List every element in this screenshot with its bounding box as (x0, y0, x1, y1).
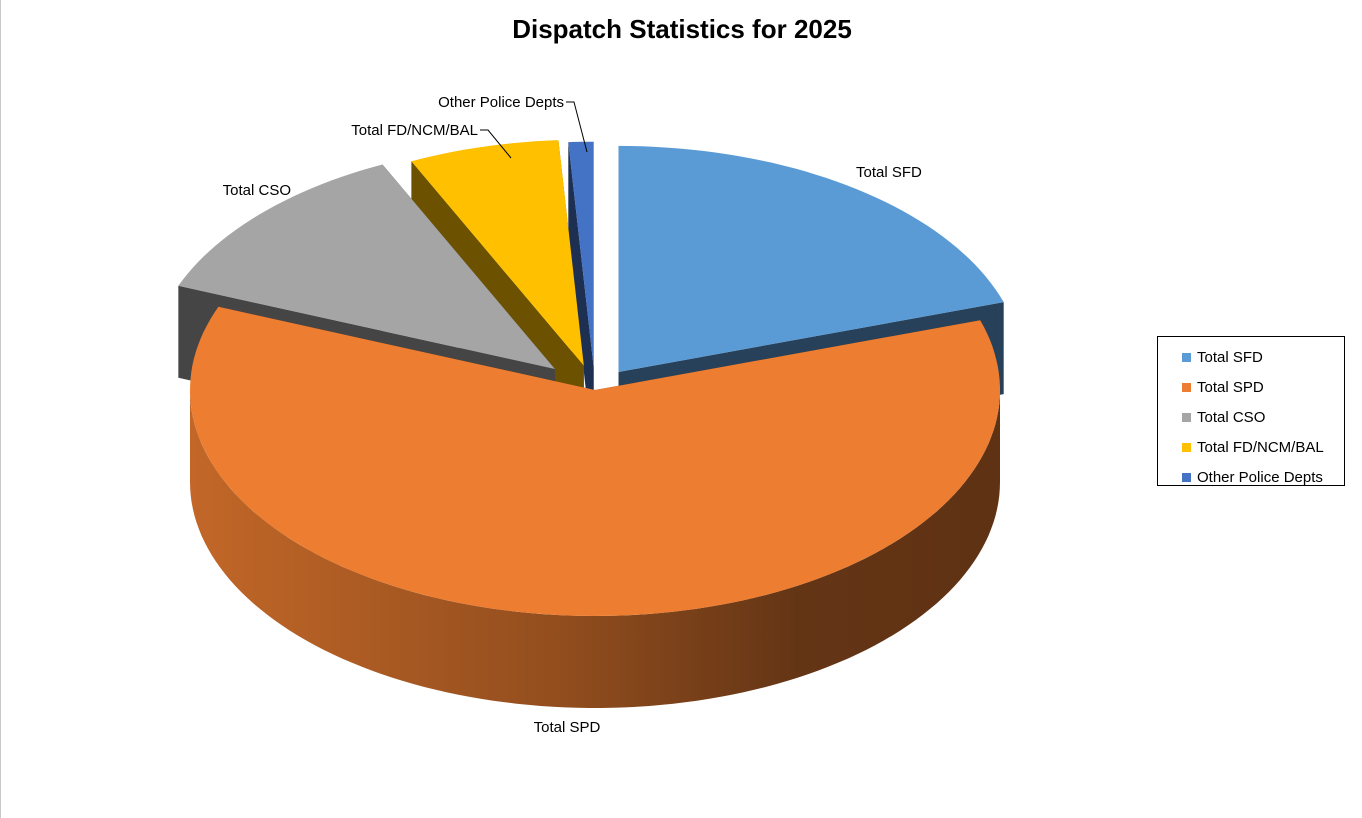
slice-total-fd-ncm-bal (411, 140, 584, 366)
legend-item-total-spd: Total SPD (1158, 372, 1344, 402)
legend-swatch (1182, 382, 1191, 392)
slice-side-total-spd (190, 390, 1000, 708)
legend-swatch (1182, 472, 1191, 482)
slice-total-sfd (618, 145, 1004, 372)
slice-total-spd (190, 306, 1000, 616)
leader-line-total-fd-ncm-bal (480, 129, 512, 159)
legend-item-other-police-depts: Other Police Depts (1158, 462, 1344, 492)
legend-label: Total SPD (1197, 378, 1264, 396)
slice-label-total-spd: Total SPD (534, 719, 601, 736)
slice-wall-other-police-depts (568, 142, 594, 460)
slice-label-total-fd-ncm-bal: Total FD/NCM/BAL (351, 122, 478, 139)
legend-swatch (1182, 442, 1191, 452)
slice-other-police-depts (568, 141, 594, 368)
slice-label-total-sfd: Total SFD (856, 164, 922, 181)
legend-label: Other Police Depts (1197, 468, 1323, 486)
legend-label: Total FD/NCM/BAL (1197, 438, 1324, 456)
legend-item-total-fd-ncm-bal: Total FD/NCM/BAL (1158, 432, 1344, 462)
legend-label: Total CSO (1197, 408, 1266, 426)
legend-swatch (1182, 352, 1191, 362)
legend-item-total-cso: Total CSO (1158, 402, 1344, 432)
slice-label-total-cso: Total CSO (223, 182, 291, 199)
legend-label: Total SFD (1197, 348, 1263, 366)
legend-item-total-sfd: Total SFD (1158, 342, 1344, 372)
slice-total-cso (178, 164, 555, 369)
leader-line-other-police-depts (566, 101, 588, 153)
legend: Total SFD Total SPD Total CSO Total FD/N… (1157, 336, 1345, 486)
slice-label-other-police-depts: Other Police Depts (438, 94, 564, 111)
chart-title: Dispatch Statistics for 2025 (512, 14, 852, 44)
legend-swatch (1182, 412, 1191, 422)
